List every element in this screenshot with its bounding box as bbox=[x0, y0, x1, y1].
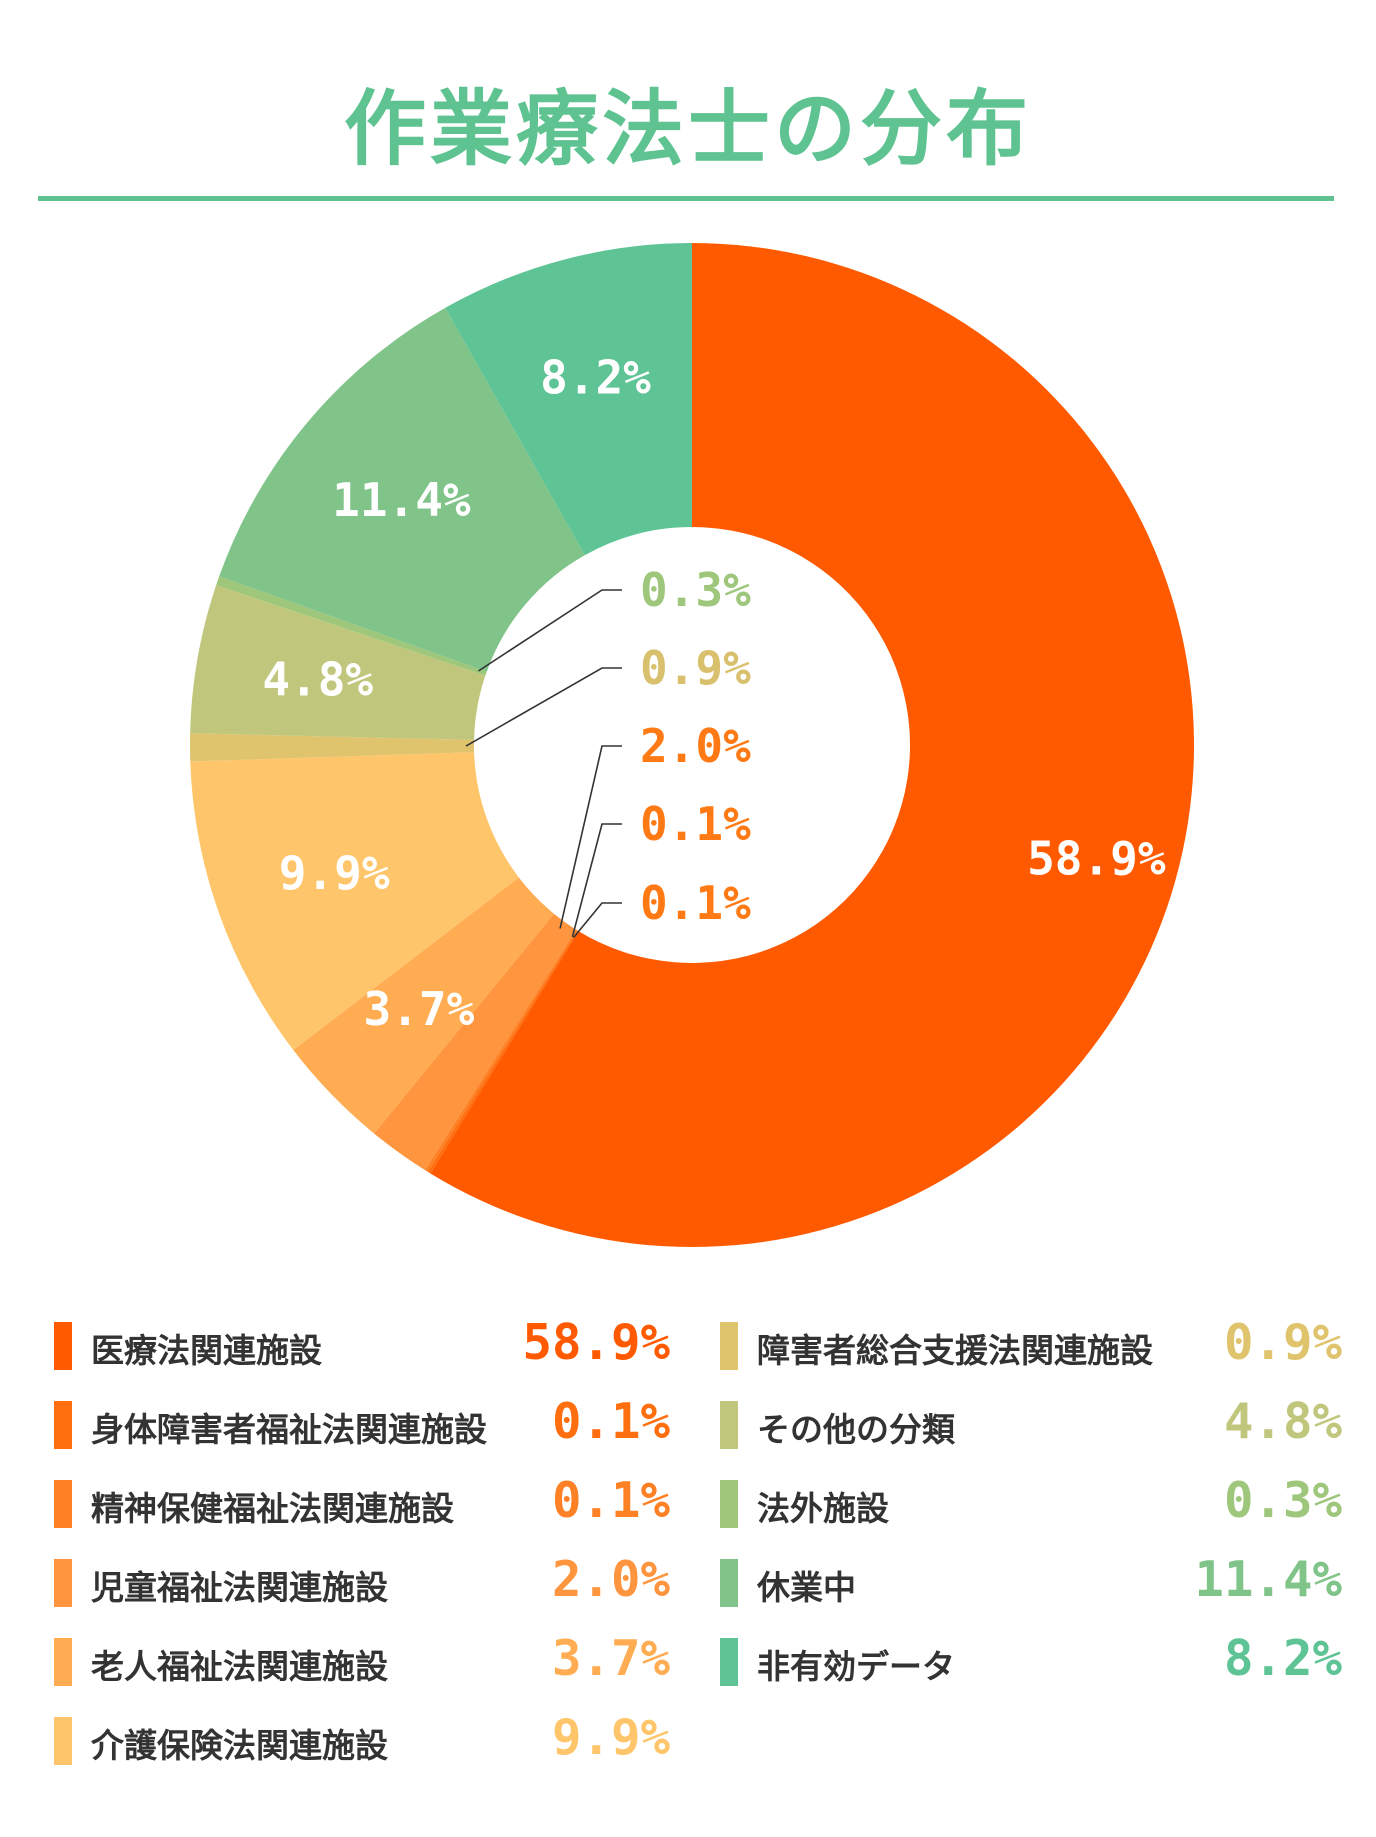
legend-swatch bbox=[54, 1401, 72, 1449]
slice-1 bbox=[427, 930, 579, 1174]
legend-item: 医療法関連施設 58.9% bbox=[54, 1314, 670, 1397]
slice-4 bbox=[293, 877, 554, 1134]
legend-label: 老人福祉法関連施設 bbox=[91, 1647, 388, 1686]
legend-item: 非有効データ 8.2% bbox=[720, 1630, 1342, 1713]
legend-label: 非有効データ bbox=[757, 1647, 955, 1686]
legend-swatch bbox=[720, 1480, 738, 1528]
data-label-0: 58.9% bbox=[1027, 832, 1166, 886]
legend-item: 身体障害者福祉法関連施設 0.1% bbox=[54, 1393, 670, 1476]
legend-value: 2.0% bbox=[551, 1551, 670, 1608]
data-label-7: 4.8% bbox=[262, 652, 373, 706]
slice-3 bbox=[374, 913, 577, 1171]
legend-label: 障害者総合支援法関連施設 bbox=[757, 1331, 1153, 1370]
legend-item: 介護保険法関連施設 9.9% bbox=[54, 1709, 670, 1792]
legend-swatch bbox=[720, 1638, 738, 1686]
legend-value: 11.4% bbox=[1194, 1551, 1342, 1608]
legend-value: 0.3% bbox=[1223, 1472, 1342, 1529]
legend-swatch bbox=[54, 1638, 72, 1686]
leader-line-6 bbox=[465, 667, 622, 747]
slice-6 bbox=[190, 733, 475, 762]
legend-value: 0.1% bbox=[551, 1472, 670, 1529]
legend-value: 3.7% bbox=[551, 1630, 670, 1687]
legend-value: 58.9% bbox=[522, 1314, 670, 1371]
slice-2 bbox=[425, 929, 578, 1172]
slice-5 bbox=[190, 752, 519, 1051]
data-label-10: 8.2% bbox=[540, 350, 651, 404]
slice-9 bbox=[219, 307, 585, 672]
legend-item: 障害者総合支援法関連施設 0.9% bbox=[720, 1314, 1342, 1397]
legend-label: 身体障害者福祉法関連施設 bbox=[91, 1410, 487, 1449]
legend-left-column: 医療法関連施設 58.9% 身体障害者福祉法関連施設 0.1% 精神保健福祉法関連施設 0… bbox=[54, 1314, 670, 1792]
outside-label-8: 0.3% bbox=[640, 563, 751, 617]
slice-10 bbox=[445, 243, 692, 556]
legend-value: 0.9% bbox=[1223, 1314, 1342, 1371]
leader-line-1 bbox=[573, 902, 622, 939]
legend-swatch bbox=[720, 1322, 738, 1370]
legend-value: 4.8% bbox=[1223, 1393, 1342, 1450]
legend-swatch bbox=[54, 1717, 72, 1765]
outside-label-6: 0.9% bbox=[640, 641, 751, 695]
outside-label-3: 2.0% bbox=[640, 719, 751, 773]
slice-7 bbox=[190, 585, 486, 740]
legend-swatch bbox=[720, 1401, 738, 1449]
legend-label: 介護保険法関連施設 bbox=[91, 1726, 388, 1765]
slice-0 bbox=[430, 243, 1195, 1247]
legend-item: 老人福祉法関連施設 3.7% bbox=[54, 1630, 670, 1713]
data-label-5: 9.9% bbox=[279, 846, 390, 900]
legend-label: その他の分類 bbox=[757, 1410, 955, 1449]
legend-label: 児童福祉法関連施設 bbox=[91, 1568, 388, 1607]
leader-line-2 bbox=[571, 823, 622, 937]
legend-swatch bbox=[54, 1322, 72, 1370]
legend-item: 休業中 11.4% bbox=[720, 1551, 1342, 1634]
leader-line-8 bbox=[478, 589, 622, 672]
data-label-4: 3.7% bbox=[364, 982, 475, 1036]
legend-label: 休業中 bbox=[757, 1568, 856, 1607]
data-label-9: 11.4% bbox=[332, 473, 471, 527]
legend-right-column: 障害者総合支援法関連施設 0.9% その他の分類 4.8% 法外施設 0.3% 休業中 11.… bbox=[720, 1314, 1342, 1713]
donut-chart: 58.9% 3.7% 9.9% 4.8% 11.4% 8.2% 0.3% 0.9% 2.0% 0.… bbox=[190, 243, 1195, 1247]
legend-item: 精神保健福祉法関連施設 0.1% bbox=[54, 1472, 670, 1555]
legend-label: 精神保健福祉法関連施設 bbox=[91, 1489, 454, 1528]
outside-label-2: 0.1% bbox=[640, 797, 751, 851]
outside-label-1: 0.1% bbox=[640, 876, 751, 930]
legend-value: 0.1% bbox=[551, 1393, 670, 1450]
legend-value: 9.9% bbox=[551, 1709, 670, 1766]
legend-value: 8.2% bbox=[1223, 1630, 1342, 1687]
chart-title: 作業療法士の分布 bbox=[343, 82, 1032, 177]
legend-swatch bbox=[720, 1559, 738, 1607]
title-divider bbox=[38, 196, 1334, 201]
legend-item: 法外施設 0.3% bbox=[720, 1472, 1342, 1555]
legend-item: その他の分類 4.8% bbox=[720, 1393, 1342, 1476]
legend-label: 法外施設 bbox=[757, 1489, 889, 1528]
legend-item: 児童福祉法関連施設 2.0% bbox=[54, 1551, 670, 1634]
slice-8 bbox=[216, 576, 487, 676]
legend-swatch bbox=[54, 1559, 72, 1607]
legend-label: 医療法関連施設 bbox=[91, 1331, 322, 1370]
legend-swatch bbox=[54, 1480, 72, 1528]
leader-line-3 bbox=[559, 745, 622, 929]
